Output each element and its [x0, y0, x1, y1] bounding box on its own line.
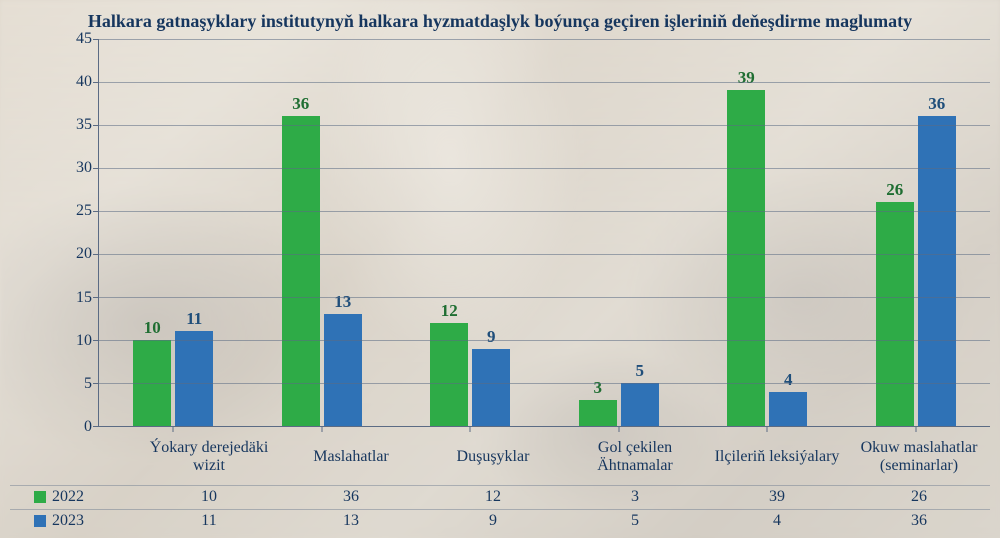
legend-label: 2022	[52, 488, 84, 506]
gridline	[99, 297, 990, 298]
chart-title: Halkara gatnaşyklary institutynyň halkar…	[10, 8, 990, 39]
bar: 5	[621, 383, 659, 426]
x-tick-mark	[470, 426, 471, 432]
legend-swatch	[34, 515, 46, 527]
data-row: 2022 10361233926	[10, 485, 990, 508]
bar-group: 394	[693, 39, 842, 427]
gridline	[99, 125, 990, 126]
x-tick-mark	[173, 426, 174, 432]
y-tick-label: 25	[76, 202, 92, 220]
y-tick-label: 45	[76, 30, 92, 48]
category-row: Ýokary derejedäki wizitMaslahatlarDuşuşy…	[10, 429, 990, 485]
y-tick-label: 5	[84, 375, 92, 393]
y-tick-label: 40	[76, 73, 92, 91]
gridline	[99, 39, 990, 40]
bar-group: 10 11	[99, 39, 248, 427]
bar-value-label: 9	[487, 327, 496, 347]
bar-value-label: 10	[144, 318, 161, 338]
bar-value-label: 12	[441, 301, 458, 321]
bar: 4	[769, 392, 807, 426]
data-cell: 39	[706, 486, 848, 508]
data-cell: 9	[422, 510, 564, 532]
bar: 12	[430, 323, 468, 426]
bar-value-label: 13	[334, 292, 351, 312]
bar-value-label: 3	[594, 378, 603, 398]
bar: 11	[175, 331, 213, 426]
bar-group: 129	[396, 39, 545, 427]
category-label: Okuw maslahatlar (seminarlar)	[848, 429, 990, 485]
data-cell: 36	[848, 510, 990, 532]
bar: 36	[282, 116, 320, 426]
bar-value-label: 26	[886, 180, 903, 200]
y-tick-label: 15	[76, 289, 92, 307]
data-cell: 12	[422, 486, 564, 508]
y-tick-mark	[93, 426, 99, 427]
bar: 39	[727, 90, 765, 426]
bar-value-label: 36	[292, 94, 309, 114]
legend-label: 2023	[52, 512, 84, 530]
y-tick-label: 0	[84, 418, 92, 436]
legend-cell: 2022	[10, 486, 138, 508]
bar-group: 35	[545, 39, 694, 427]
bar-group: 3613	[248, 39, 397, 427]
bar: 36	[918, 116, 956, 426]
bar-groups: 10113613129353942636	[99, 39, 990, 427]
bar: 13	[324, 314, 362, 426]
gridline	[99, 340, 990, 341]
bar-group: 2636	[842, 39, 991, 427]
y-tick-label: 30	[76, 159, 92, 177]
y-tick-label: 20	[76, 245, 92, 263]
data-cell: 5	[564, 510, 706, 532]
gridline	[99, 211, 990, 212]
bar-value-label: 39	[738, 68, 755, 88]
plot-row: 051015202530354045 10113613129353942636	[10, 39, 990, 428]
plot-area: 10113613129353942636	[98, 39, 990, 428]
data-table: Ýokary derejedäki wizitMaslahatlarDuşuşy…	[0, 427, 990, 532]
category-label: Ýokary derejedäki wizit	[138, 429, 280, 485]
x-tick-mark	[915, 426, 916, 432]
category-label: Ilçileriň leksiýalary	[706, 429, 848, 485]
data-cell: 3	[564, 486, 706, 508]
bar-value-label: 11	[186, 309, 202, 329]
y-axis: 051015202530354045	[10, 39, 98, 428]
bar: 9	[472, 349, 510, 427]
data-cell: 36	[280, 486, 422, 508]
legend-swatch	[34, 491, 46, 503]
gridline	[99, 168, 990, 169]
bar-value-label: 5	[636, 361, 645, 381]
data-cell: 26	[848, 486, 990, 508]
x-tick-mark	[767, 426, 768, 432]
gridline	[99, 82, 990, 83]
bar-value-label: 36	[928, 94, 945, 114]
data-rows: 2022103612339262023111395436	[10, 485, 990, 532]
data-cell: 10	[138, 486, 280, 508]
data-cell: 11	[138, 510, 280, 532]
chart-container: Halkara gatnaşyklary institutynyň halkar…	[0, 0, 1000, 538]
y-tick-label: 10	[76, 332, 92, 350]
y-tick-label: 35	[76, 116, 92, 134]
x-tick-mark	[321, 426, 322, 432]
gridline	[99, 254, 990, 255]
bar-value-label: 4	[784, 370, 793, 390]
category-row-spacer	[10, 429, 138, 485]
x-tick-mark	[618, 426, 619, 432]
category-label: Gol çekilen Ähtnamalar	[564, 429, 706, 485]
category-label: Duşuşyklar	[422, 429, 564, 485]
bar: 3	[579, 400, 617, 426]
category-label: Maslahatlar	[280, 429, 422, 485]
gridline	[99, 383, 990, 384]
data-row: 2023 111395436	[10, 509, 990, 532]
data-cell: 4	[706, 510, 848, 532]
bar: 26	[876, 202, 914, 426]
data-cell: 13	[280, 510, 422, 532]
legend-cell: 2023	[10, 510, 138, 532]
